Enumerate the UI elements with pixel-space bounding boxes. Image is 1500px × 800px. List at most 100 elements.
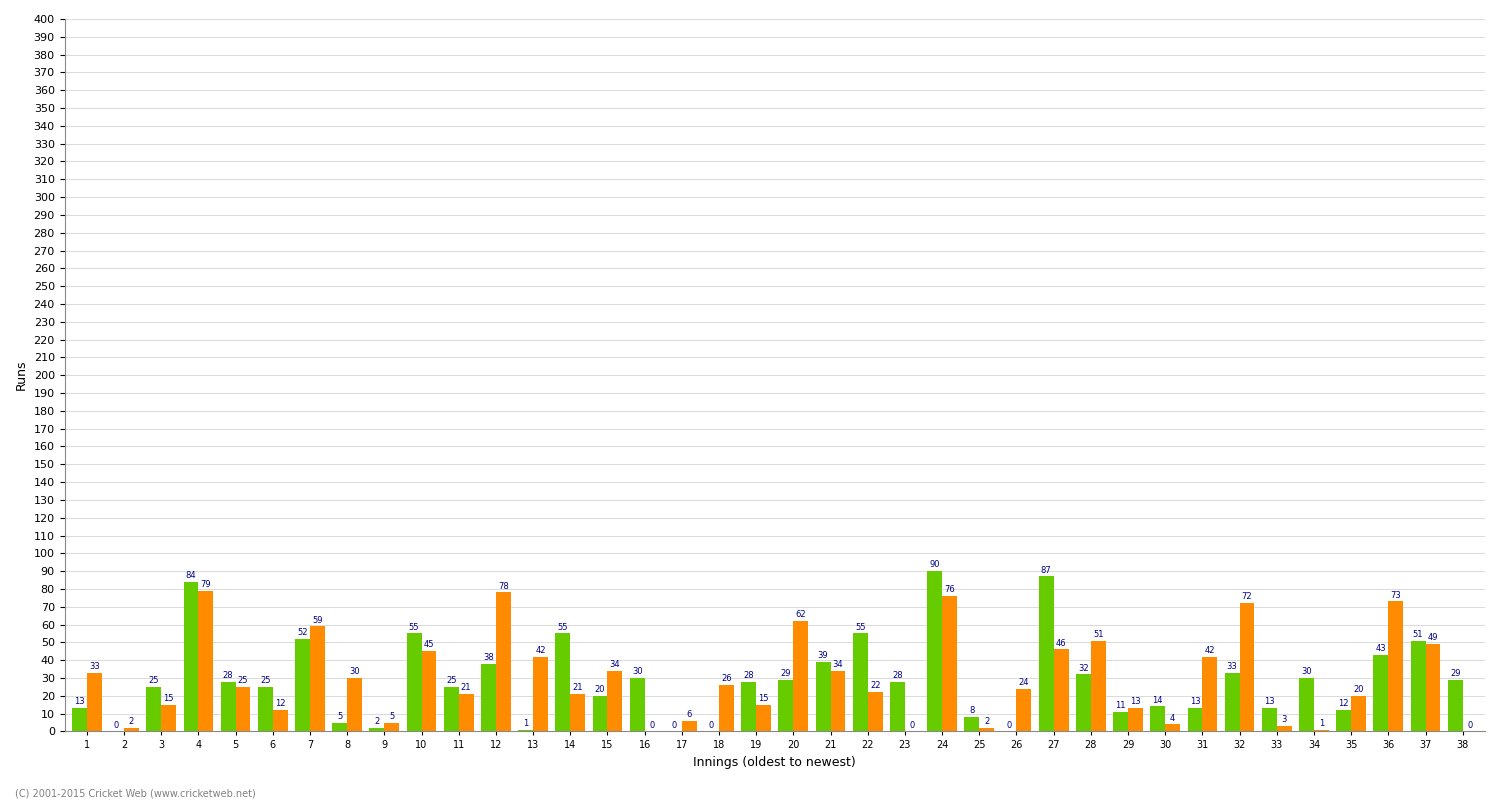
Text: 14: 14 (1152, 696, 1162, 705)
Text: 25: 25 (260, 676, 270, 685)
Bar (1224, 673, 1239, 731)
Text: 33: 33 (88, 662, 99, 671)
Text: 8: 8 (969, 706, 975, 715)
Text: 39: 39 (818, 651, 828, 660)
Text: 78: 78 (498, 582, 508, 590)
Bar (296, 639, 310, 731)
Text: 22: 22 (870, 682, 880, 690)
Text: 2: 2 (375, 717, 380, 726)
Text: 73: 73 (1390, 590, 1401, 600)
Bar (1113, 712, 1128, 731)
Text: 55: 55 (855, 622, 865, 632)
Bar (369, 728, 384, 731)
Text: 5: 5 (388, 712, 394, 721)
Bar (778, 680, 794, 731)
Bar (1076, 674, 1090, 731)
Text: 55: 55 (558, 622, 568, 632)
Text: 25: 25 (238, 676, 249, 685)
Bar (980, 728, 994, 731)
X-axis label: Innings (oldest to newest): Innings (oldest to newest) (693, 756, 856, 769)
Bar (444, 687, 459, 731)
Text: 2: 2 (984, 717, 990, 726)
Bar (964, 717, 980, 731)
Bar (1017, 689, 1032, 731)
Bar (794, 621, 808, 731)
Text: 6: 6 (687, 710, 692, 719)
Text: 42: 42 (536, 646, 546, 655)
Bar (1239, 603, 1254, 731)
Text: 33: 33 (1227, 662, 1238, 671)
Bar (532, 657, 548, 731)
Text: 43: 43 (1376, 644, 1386, 653)
Text: 79: 79 (201, 580, 211, 589)
Bar (1425, 644, 1440, 731)
Text: 13: 13 (1264, 698, 1275, 706)
Bar (1128, 708, 1143, 731)
Bar (459, 694, 474, 731)
Text: 72: 72 (1242, 593, 1252, 602)
Text: 11: 11 (1116, 701, 1126, 710)
Text: 5: 5 (338, 712, 342, 721)
Text: 32: 32 (1078, 664, 1089, 673)
Text: 76: 76 (944, 586, 956, 594)
Bar (1314, 730, 1329, 731)
Bar (630, 678, 645, 731)
Bar (570, 694, 585, 731)
Bar (816, 662, 831, 731)
Text: 21: 21 (573, 683, 584, 692)
Text: 30: 30 (632, 667, 642, 676)
Text: 28: 28 (224, 670, 234, 680)
Text: 0: 0 (909, 721, 915, 730)
Text: 30: 30 (350, 667, 360, 676)
Bar (496, 593, 510, 731)
Text: 34: 34 (833, 660, 843, 669)
Bar (198, 590, 213, 731)
Text: 2: 2 (129, 717, 134, 726)
Text: 46: 46 (1056, 638, 1066, 648)
Bar (1188, 708, 1203, 731)
Bar (1053, 650, 1068, 731)
Bar (718, 685, 734, 731)
Bar (927, 571, 942, 731)
Bar (1203, 657, 1218, 731)
Bar (258, 687, 273, 731)
Text: 20: 20 (594, 685, 604, 694)
Text: 13: 13 (74, 698, 84, 706)
Bar (555, 634, 570, 731)
Bar (333, 722, 346, 731)
Bar (236, 687, 250, 731)
Text: 49: 49 (1428, 634, 1438, 642)
Text: 0: 0 (650, 721, 654, 730)
Bar (867, 692, 882, 731)
Bar (756, 705, 771, 731)
Text: 13: 13 (1130, 698, 1142, 706)
Y-axis label: Runs: Runs (15, 360, 28, 390)
Text: 51: 51 (1413, 630, 1424, 639)
Text: 25: 25 (446, 676, 456, 685)
Text: (C) 2001-2015 Cricket Web (www.cricketweb.net): (C) 2001-2015 Cricket Web (www.cricketwe… (15, 788, 255, 798)
Bar (482, 664, 496, 731)
Text: 28: 28 (892, 670, 903, 680)
Bar (1389, 602, 1402, 731)
Text: 62: 62 (795, 610, 806, 619)
Bar (273, 710, 288, 731)
Text: 30: 30 (1300, 667, 1312, 676)
Text: 4: 4 (1170, 714, 1176, 722)
Text: 3: 3 (1281, 715, 1287, 724)
Text: 34: 34 (609, 660, 619, 669)
Bar (1150, 706, 1166, 731)
Text: 13: 13 (1190, 698, 1200, 706)
Bar (942, 596, 957, 731)
Text: 52: 52 (297, 628, 307, 637)
Bar (592, 696, 608, 731)
Bar (890, 682, 904, 731)
Text: 26: 26 (722, 674, 732, 683)
Bar (1374, 655, 1389, 731)
Bar (1262, 708, 1276, 731)
Text: 0: 0 (114, 721, 118, 730)
Bar (346, 678, 362, 731)
Bar (310, 626, 326, 731)
Text: 87: 87 (1041, 566, 1052, 574)
Text: 42: 42 (1204, 646, 1215, 655)
Bar (1448, 680, 1462, 731)
